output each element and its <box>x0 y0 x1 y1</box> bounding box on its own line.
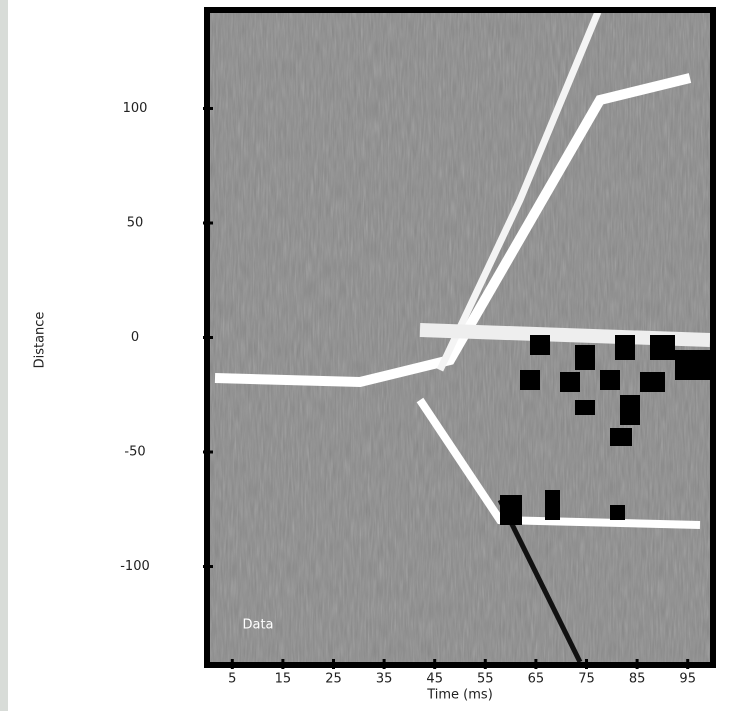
x-tick-label: 55 <box>477 672 494 687</box>
x-tick-label: 25 <box>325 672 342 687</box>
y-tick-label: 0 <box>131 330 139 345</box>
annotation: Data <box>242 618 273 633</box>
x-tick-label: 5 <box>228 672 236 687</box>
y-axis-title: Distance <box>33 312 48 369</box>
y-tick-label: 100 <box>123 101 148 116</box>
x-tick-label: 15 <box>275 672 292 687</box>
window-edge <box>0 0 8 711</box>
x-tick-label: 45 <box>426 672 443 687</box>
image <box>204 7 716 668</box>
x-tick-label: 35 <box>376 672 393 687</box>
x-tick-label: 65 <box>528 672 545 687</box>
x-tick-label: 75 <box>578 672 595 687</box>
y-tick-label: -100 <box>120 559 150 574</box>
x-tick-label: 85 <box>629 672 646 687</box>
x-tick-label: 95 <box>679 672 696 687</box>
y-tick-label: 50 <box>127 215 144 230</box>
x-axis-title: Time (ms) <box>426 688 493 703</box>
y-tick-label: -50 <box>124 445 145 460</box>
